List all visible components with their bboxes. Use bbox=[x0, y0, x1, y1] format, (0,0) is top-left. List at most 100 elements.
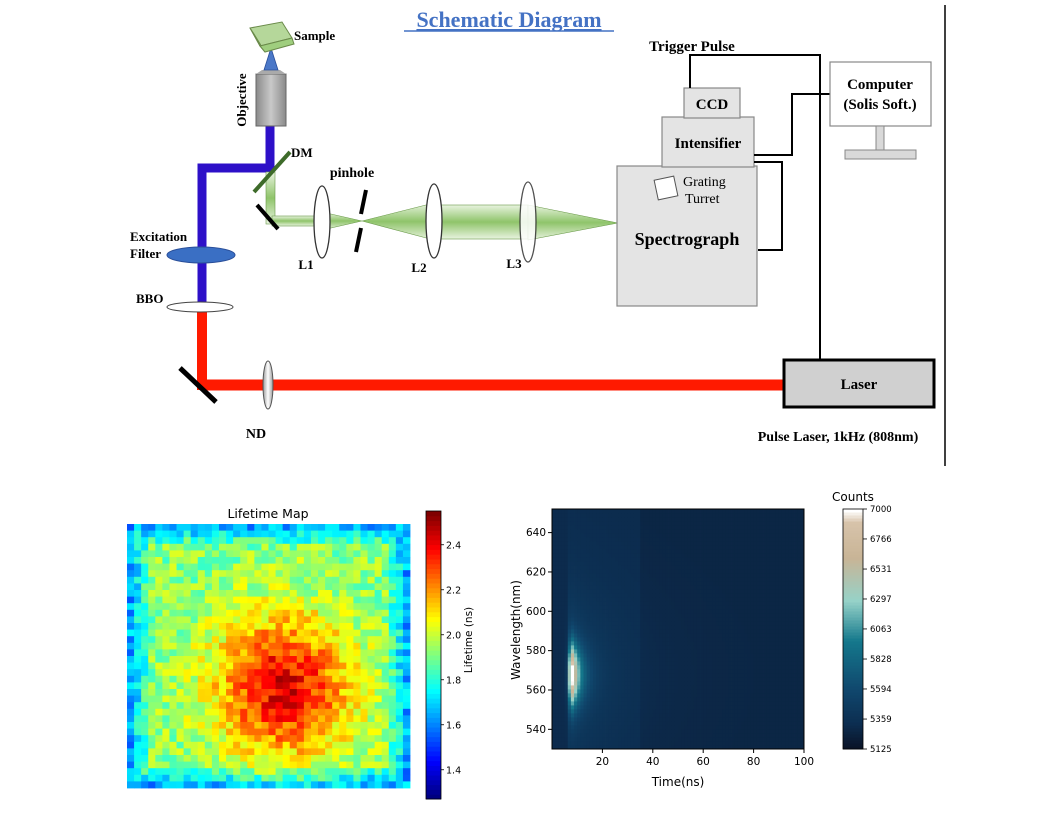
lifetime-cell bbox=[374, 603, 383, 611]
streak-cell bbox=[637, 705, 641, 710]
lifetime-cell bbox=[218, 603, 227, 611]
streak-cell bbox=[718, 613, 723, 618]
streak-cell bbox=[797, 621, 802, 626]
streak-cell bbox=[615, 661, 619, 666]
streak-cell bbox=[750, 649, 754, 654]
lifetime-cell bbox=[155, 748, 163, 756]
streak-cell bbox=[615, 697, 619, 702]
streak-cell bbox=[586, 625, 591, 630]
streak-cell bbox=[763, 617, 767, 622]
lifetime-cell bbox=[310, 669, 319, 677]
lifetime-cell bbox=[310, 524, 319, 531]
streak-cell bbox=[552, 709, 556, 714]
streak-cell bbox=[747, 741, 751, 746]
lifetime-cell bbox=[388, 576, 397, 584]
streak-cell bbox=[602, 665, 606, 670]
lifetime-cell bbox=[296, 682, 305, 690]
streak-cell bbox=[715, 657, 720, 662]
streak-cell bbox=[555, 609, 559, 614]
lifetime-cell bbox=[360, 596, 368, 604]
lifetime-cell bbox=[332, 603, 340, 611]
streak-cell bbox=[577, 701, 581, 706]
streak-cell bbox=[722, 589, 726, 594]
streak-cell bbox=[785, 725, 789, 730]
streak-cell bbox=[596, 605, 600, 610]
streak-cell bbox=[781, 661, 786, 666]
streak-cell bbox=[753, 677, 758, 682]
streak-cell bbox=[725, 597, 729, 602]
lifetime-cell bbox=[303, 774, 312, 782]
streak-cell bbox=[678, 745, 682, 750]
lifetime-cell bbox=[381, 629, 390, 637]
lifetime-cell bbox=[155, 708, 163, 716]
lifetime-cell bbox=[296, 603, 305, 611]
lifetime-cell bbox=[254, 761, 262, 769]
lifetime-cell bbox=[261, 603, 269, 611]
streak-cell bbox=[637, 645, 641, 650]
lifetime-cell bbox=[395, 576, 404, 584]
streak-cell bbox=[772, 605, 777, 610]
streak-cell bbox=[678, 657, 682, 662]
lifetime-cell bbox=[339, 550, 347, 558]
lifetime-cell bbox=[402, 761, 411, 769]
streak-cell bbox=[709, 641, 714, 646]
streak-cell bbox=[652, 629, 657, 634]
streak-cell bbox=[662, 669, 666, 674]
lifetime-cell bbox=[141, 669, 149, 677]
streak-cell bbox=[570, 653, 575, 658]
lifetime-cell bbox=[197, 682, 206, 690]
lifetime-cell bbox=[183, 537, 192, 545]
lifetime-cell bbox=[360, 748, 368, 756]
lifetime-cell bbox=[303, 708, 312, 716]
streak-cell bbox=[737, 613, 742, 618]
streak-cell bbox=[781, 689, 786, 694]
streak-cell bbox=[655, 733, 660, 738]
streak-cell bbox=[772, 745, 777, 750]
lifetime-colorbar-step bbox=[426, 683, 441, 690]
streak-cell bbox=[788, 741, 792, 746]
streak-cell bbox=[741, 713, 745, 718]
streak-cell bbox=[637, 689, 641, 694]
lifetime-cell bbox=[211, 735, 220, 743]
lifetime-cell bbox=[318, 524, 326, 531]
streak-cell bbox=[602, 629, 606, 634]
lifetime-cell bbox=[367, 702, 376, 710]
streak-cell bbox=[608, 617, 613, 622]
streak-cell bbox=[655, 609, 660, 614]
streak-cell bbox=[577, 597, 581, 602]
streak-cell bbox=[734, 721, 739, 726]
lifetime-cell bbox=[197, 761, 206, 769]
lifetime-cell bbox=[226, 543, 234, 551]
streak-cell bbox=[618, 697, 622, 702]
lifetime-cell bbox=[247, 543, 255, 551]
streak-cell bbox=[567, 733, 572, 738]
streak-cell bbox=[637, 625, 641, 630]
streak-cell bbox=[602, 693, 606, 698]
streak-cell bbox=[627, 613, 632, 618]
streak-cell bbox=[649, 649, 654, 654]
streak-cell bbox=[564, 589, 569, 594]
streak-cell bbox=[715, 649, 720, 654]
streak-cell bbox=[599, 589, 603, 594]
lifetime-cell bbox=[247, 530, 255, 538]
lifetime-cell bbox=[261, 570, 269, 578]
streak-cell bbox=[725, 733, 729, 738]
streak-cell bbox=[785, 641, 789, 646]
streak-cell bbox=[731, 713, 736, 718]
streak-cell bbox=[785, 625, 789, 630]
lifetime-cell bbox=[325, 761, 333, 769]
lifetime-cell bbox=[332, 656, 340, 663]
lifetime-cell bbox=[353, 530, 361, 538]
lifetime-cell bbox=[374, 550, 383, 558]
lifetime-cell bbox=[197, 616, 206, 624]
streak-cell bbox=[633, 629, 638, 634]
streak-cell bbox=[649, 673, 654, 678]
streak-cell bbox=[734, 665, 739, 670]
streak-cell bbox=[665, 617, 669, 622]
streak-cell bbox=[608, 729, 613, 734]
streak-cell bbox=[574, 597, 578, 602]
lifetime-cell bbox=[381, 656, 390, 663]
streak-cell bbox=[662, 625, 666, 630]
lifetime-cell bbox=[303, 662, 312, 670]
lifetime-cell bbox=[134, 669, 142, 677]
